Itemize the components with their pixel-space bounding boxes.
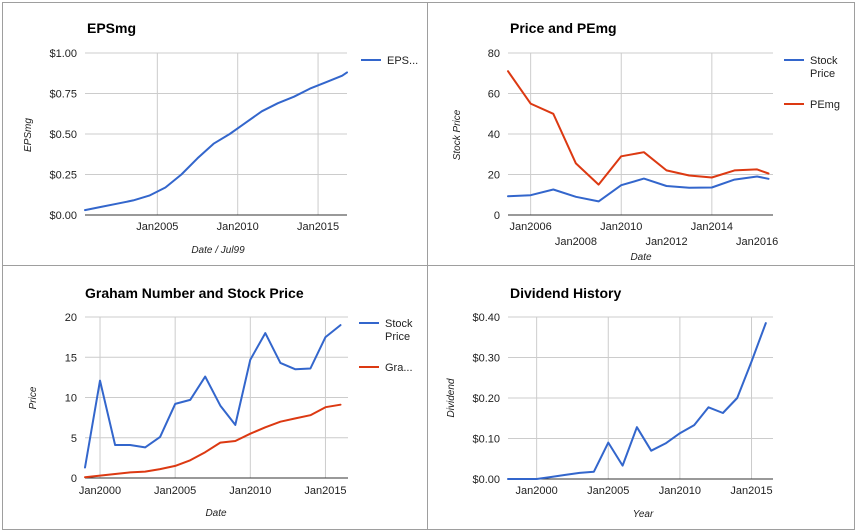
dividend-chart: Dividend History $0.00$0.10$0.20$0.30$0.… [446, 285, 773, 520]
series-line-1 [507, 70, 770, 186]
x-tick-label: Jan2000 [516, 485, 558, 497]
x-axis-title: Date [205, 508, 227, 519]
x-tick-label: Jan2005 [136, 221, 178, 233]
dividend-chart-panel: Dividend History $0.00 $0.10 $0.20 $0.30 $0.… [427, 265, 855, 530]
x-tick-label: Jan2016 [736, 236, 778, 248]
x-tick-label: Jan2008 [555, 236, 597, 248]
legend: Stock Price Gra... [359, 318, 413, 374]
y-tick-label: 60 [488, 89, 500, 101]
y-axis-title: Stock Price [452, 109, 463, 160]
y-tick-label: $0.00 [49, 210, 77, 222]
legend: Stock Price PEmg [784, 55, 840, 111]
y-tick-label: $0.25 [49, 170, 77, 182]
x-tick-label: Jan2010 [217, 221, 259, 233]
y-tick-label: $0.00 [472, 474, 500, 486]
x-tick-label: Jan2000 [79, 485, 121, 497]
y-tick-label: $1.00 [49, 48, 77, 60]
y-tick-label: $0.75 [49, 89, 77, 101]
x-tick-label: Jan2015 [730, 485, 772, 497]
y-tick-label: $0.40 [472, 312, 500, 324]
dividend-plot-area: $0.00 $0.10 $0.20 $0.30 $0.40 Jan2000 Jan2005 J… [472, 312, 773, 497]
x-tick-label: Jan2010 [600, 221, 642, 233]
graham-chart: Graham Number and Stock Price 0 5 10 15 20 Ja… [28, 285, 413, 519]
y-tick-label: 0 [71, 473, 77, 485]
y-tick-label: $0.30 [472, 353, 500, 365]
series-line-0 [507, 322, 767, 480]
eps-chart-panel: EPSmg $0.00 $0.25 $0.50 $0.75 $1.00 Jan2005 Ja… [2, 2, 428, 266]
x-axis-title: Date / Jul99 [191, 245, 245, 256]
y-tick-label: 0 [494, 210, 500, 222]
series-line-0 [84, 324, 342, 469]
graham-plot-area: 0 5 10 15 20 Jan2000 Jan2005 Jan2010 Jan2015 [65, 312, 348, 497]
eps-chart: EPSmg $0.00 $0.25 $0.50 $0.75 $1.00 Jan2005 Ja… [23, 20, 418, 256]
x-tick-label: Jan2015 [304, 485, 346, 497]
x-axis-title: Year [633, 509, 654, 520]
y-tick-label: 5 [71, 433, 77, 445]
x-axis-title: Date [630, 252, 652, 263]
price-pemg-chart-panel: Price and PEmg 0 20 40 60 80 Jan2006 Jan2008 Ja… [427, 2, 855, 266]
y-tick-label: 20 [65, 312, 77, 324]
y-tick-label: 15 [65, 352, 77, 364]
series-line-0 [84, 71, 348, 212]
y-tick-label: $0.10 [472, 434, 500, 446]
y-tick-label: 20 [488, 170, 500, 182]
y-tick-label: $0.50 [49, 129, 77, 141]
series-line-1 [84, 403, 342, 479]
chart-title: Dividend History [510, 285, 621, 301]
x-tick-label: Jan2014 [691, 221, 733, 233]
legend-entry: EPS... [387, 55, 418, 67]
y-tick-label: 40 [488, 129, 500, 141]
x-tick-label: Jan2010 [229, 485, 271, 497]
y-axis-title: Price [28, 386, 39, 409]
x-tick-label: Jan2006 [510, 221, 552, 233]
x-tick-label: Jan2012 [645, 236, 687, 248]
graham-chart-panel: Graham Number and Stock Price 0 5 10 15 20 Ja… [2, 265, 428, 530]
y-tick-label: $0.20 [472, 393, 500, 405]
x-tick-label: Jan2005 [154, 485, 196, 497]
legend-entry: Stock Price [810, 55, 838, 80]
y-axis-title: EPSmg [23, 118, 34, 152]
y-tick-label: 80 [488, 48, 500, 60]
eps-plot-area: $0.00 $0.25 $0.50 $0.75 $1.00 Jan2005 Jan2010 J… [49, 48, 348, 233]
x-tick-label: Jan2010 [659, 485, 701, 497]
x-tick-label: Jan2005 [587, 485, 629, 497]
chart-title: EPSmg [87, 20, 136, 36]
x-tick-label: Jan2015 [297, 221, 339, 233]
price-pemg-chart: Price and PEmg 020406080Jan2006Jan2008Ja… [452, 20, 840, 263]
y-tick-label: 10 [65, 393, 77, 405]
legend-entry: Stock Price [385, 318, 413, 343]
legend-entry: Gra... [385, 362, 413, 374]
chart-title: Price and PEmg [510, 20, 617, 36]
chart-title: Graham Number and Stock Price [85, 285, 304, 301]
series-line-0 [507, 175, 770, 203]
legend: EPS... [361, 55, 418, 67]
legend-entry: PEmg [810, 99, 840, 111]
y-axis-title: Dividend [446, 378, 457, 417]
